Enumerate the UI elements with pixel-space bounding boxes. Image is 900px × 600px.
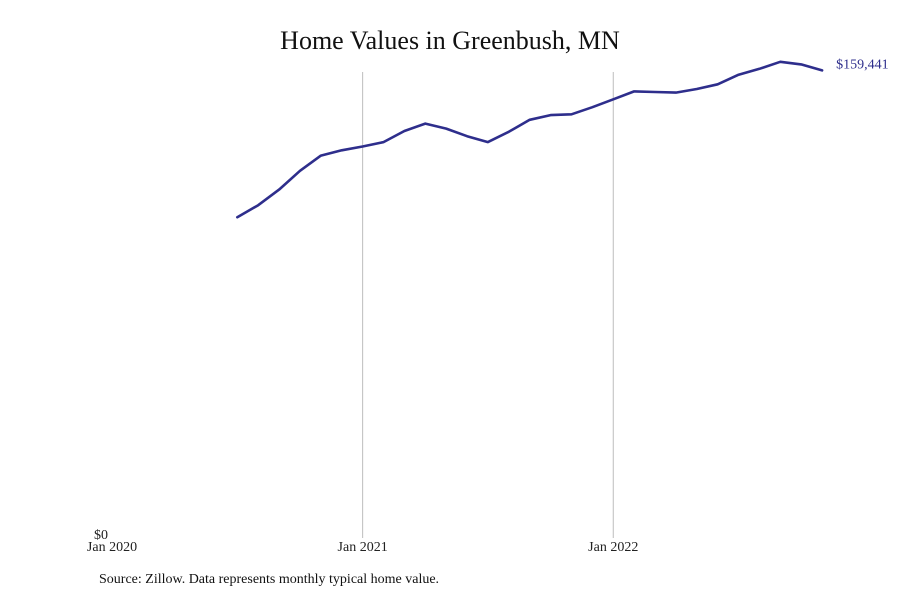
x-tick-label: Jan 2022 — [588, 540, 638, 555]
source-note: Source: Zillow. Data represents monthly … — [99, 572, 440, 587]
axis-labels: Jan 2020 Jan 2021 Jan 2022 $0 $159,441 — [87, 57, 889, 555]
series-line-layer — [236, 60, 824, 219]
grid-lines — [362, 72, 614, 538]
y-tick-label: $0 — [94, 528, 108, 543]
end-value-label: $159,441 — [836, 57, 889, 72]
chart-title: Home Values in Greenbush, MN — [280, 26, 620, 55]
series-line — [236, 60, 824, 219]
x-tick-label: Jan 2020 — [87, 540, 137, 555]
x-tick-label: Jan 2021 — [338, 540, 388, 555]
